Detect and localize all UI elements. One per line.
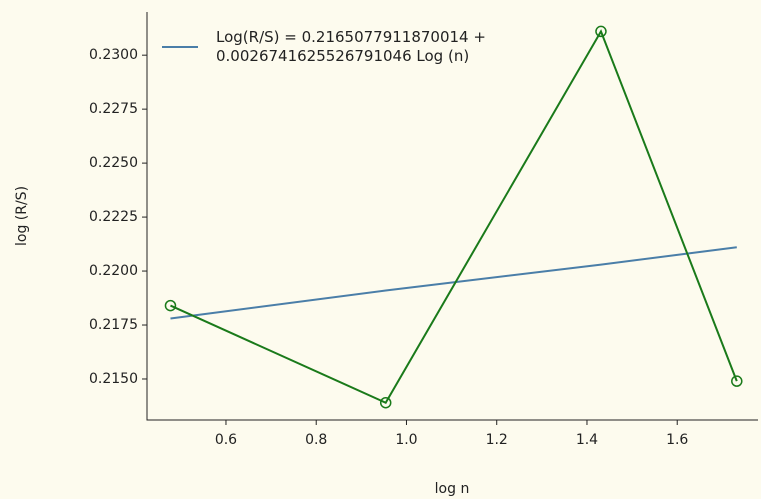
x-tick-label: 1.6 bbox=[666, 432, 688, 448]
x-tick-label: 0.8 bbox=[305, 432, 327, 448]
x-tick-label: 1.0 bbox=[395, 432, 417, 448]
x-tick-label: 0.6 bbox=[215, 432, 237, 448]
y-tick-label: 0.2225 bbox=[89, 209, 138, 225]
y-axis-label: log (R/S) bbox=[14, 186, 30, 246]
y-tick-label: 0.2150 bbox=[89, 371, 138, 387]
legend-label: Log(R/S) = 0.2165077911870014 + 0.002674… bbox=[216, 28, 546, 66]
chart: log n log (R/S) 0.6 0.8 1.0 1.2 1.4 1.6 0.2150… bbox=[0, 0, 761, 499]
legend-swatch bbox=[162, 46, 198, 48]
y-tick-label: 0.2300 bbox=[89, 47, 138, 63]
y-tick-label: 0.2275 bbox=[89, 101, 138, 117]
chart-container: log n log (R/S) 0.6 0.8 1.0 1.2 1.4 1.6 0.2150… bbox=[0, 0, 761, 499]
x-tick-label: 1.2 bbox=[486, 432, 508, 448]
axes-frame bbox=[147, 12, 758, 420]
y-tick-label: 0.2250 bbox=[89, 155, 138, 171]
series-line bbox=[170, 247, 736, 318]
x-tick-label: 1.4 bbox=[576, 432, 598, 448]
x-axis-label: log n bbox=[435, 481, 470, 497]
series-line bbox=[170, 31, 736, 402]
legend: Log(R/S) = 0.2165077911870014 + 0.002674… bbox=[162, 28, 546, 66]
y-tick-label: 0.2200 bbox=[89, 263, 138, 279]
y-tick-label: 0.2175 bbox=[89, 317, 138, 333]
